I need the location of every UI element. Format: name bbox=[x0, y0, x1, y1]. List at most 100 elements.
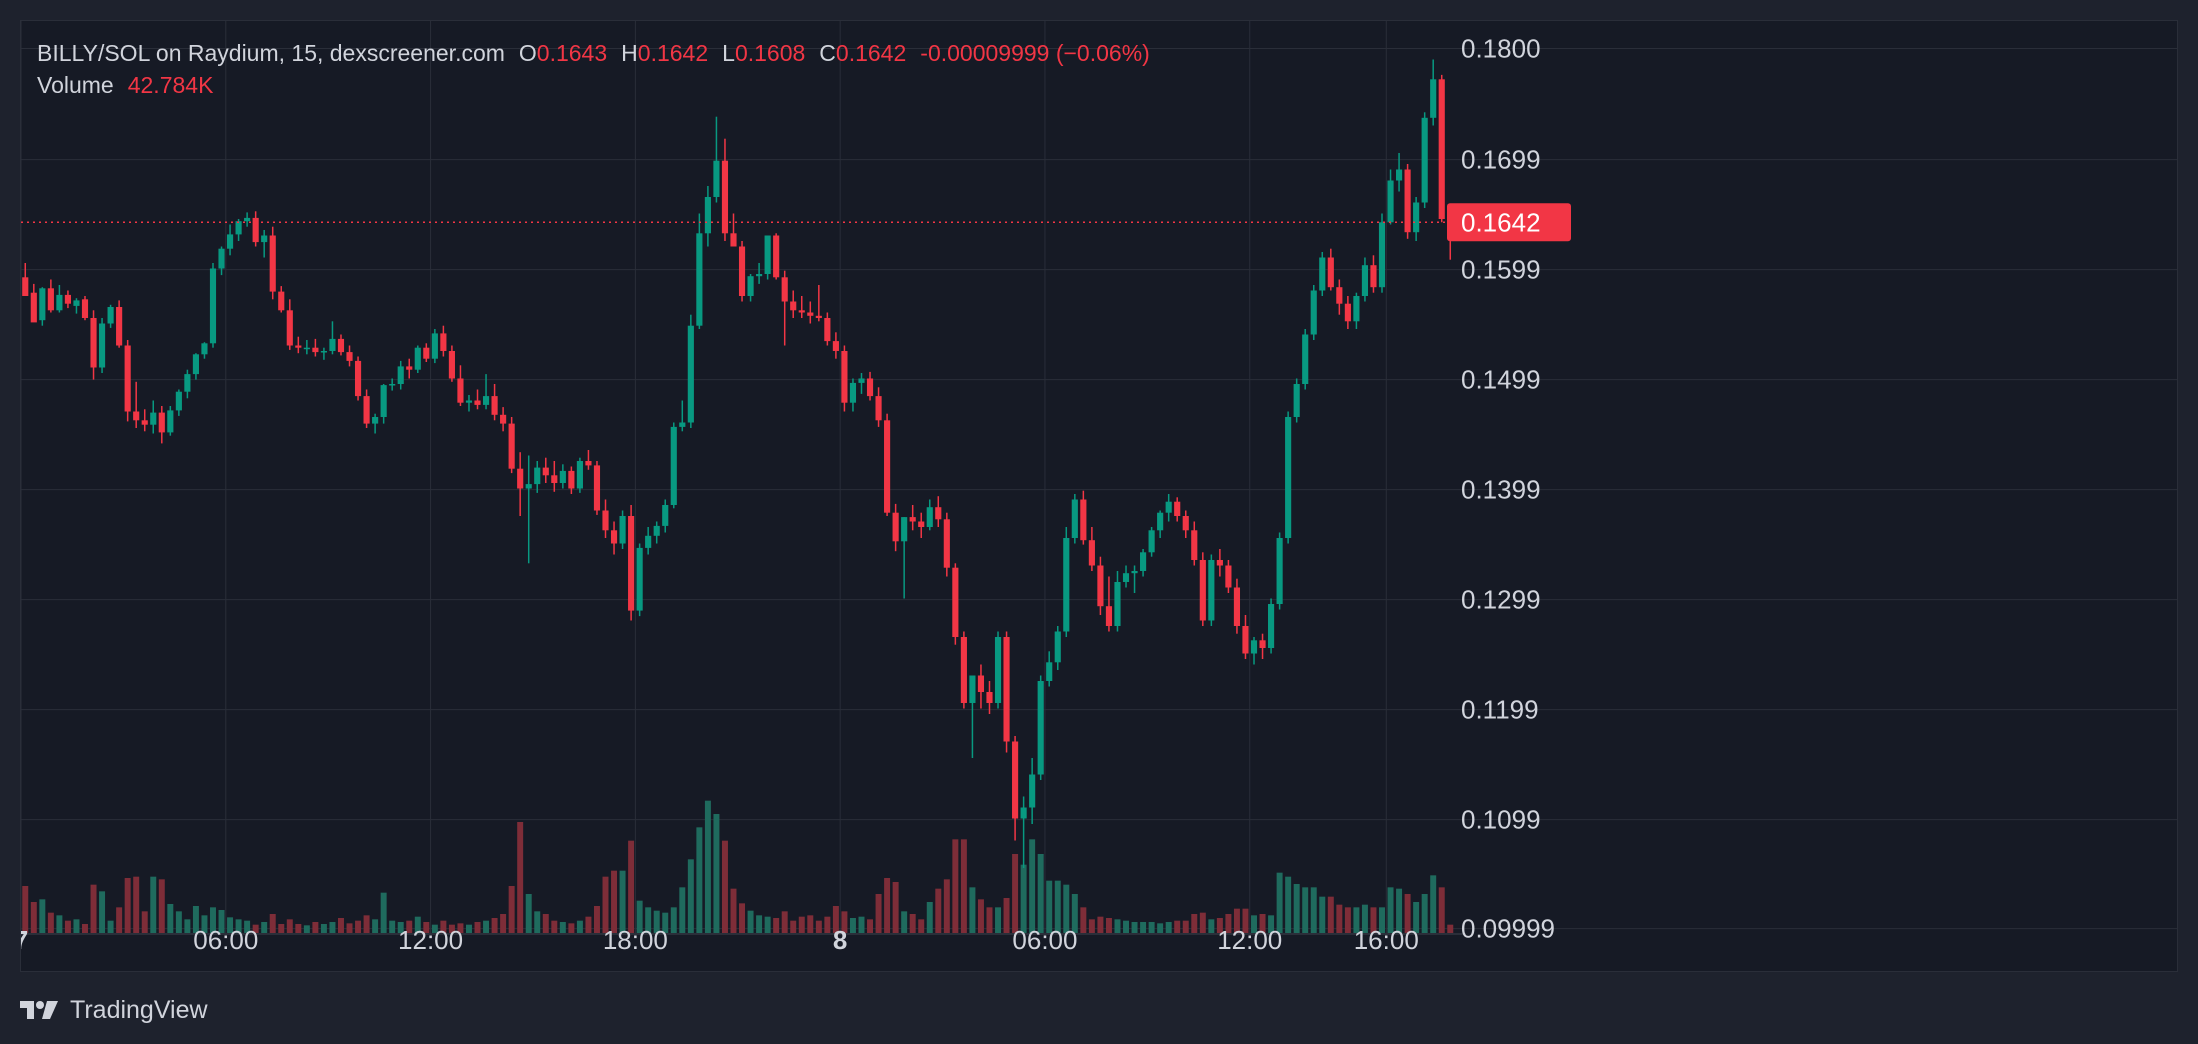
candle-body bbox=[858, 378, 865, 383]
candle bbox=[133, 381, 140, 428]
candle-body bbox=[1208, 560, 1215, 621]
candle-body bbox=[1071, 499, 1078, 538]
candle-body bbox=[1310, 290, 1317, 335]
candle bbox=[909, 505, 916, 531]
volume-bar bbox=[747, 910, 754, 934]
candle-body bbox=[662, 505, 669, 526]
candle-body bbox=[1413, 202, 1420, 233]
candle-body bbox=[440, 333, 447, 351]
candle-body bbox=[1140, 552, 1147, 571]
volume-bar bbox=[431, 924, 438, 934]
candle bbox=[1199, 552, 1206, 626]
candle bbox=[141, 409, 148, 432]
candle bbox=[1336, 279, 1343, 315]
volume-bar bbox=[363, 915, 370, 934]
volume-bar bbox=[781, 911, 788, 934]
candle bbox=[781, 270, 788, 346]
candle-body bbox=[474, 400, 481, 405]
volume-bar bbox=[312, 922, 319, 934]
candle-body bbox=[56, 294, 63, 311]
candle bbox=[278, 286, 285, 313]
candle bbox=[363, 389, 370, 428]
volume-bar bbox=[483, 920, 490, 934]
time-tick-label: 06:00 bbox=[1012, 925, 1077, 955]
candle bbox=[312, 338, 319, 357]
time-axis[interactable]: 7 06:00 12:00 18:00 8 06:00 12:00 16:00 bbox=[21, 925, 1419, 955]
tradingview-logo-icon[interactable] bbox=[20, 999, 60, 1021]
volume-bar bbox=[440, 920, 447, 934]
volume-bar bbox=[696, 827, 703, 934]
candle-body bbox=[866, 378, 874, 397]
candle-body bbox=[1131, 571, 1138, 574]
candle bbox=[969, 675, 976, 758]
candle-body bbox=[508, 423, 515, 469]
volume-bar bbox=[1114, 919, 1121, 934]
candle bbox=[679, 400, 686, 432]
volume-bar bbox=[346, 923, 353, 934]
candle bbox=[773, 233, 780, 280]
candle-body bbox=[1054, 631, 1061, 663]
volume-bar bbox=[1353, 907, 1360, 934]
tradingview-brand[interactable]: TradingView bbox=[70, 995, 208, 1024]
candle bbox=[73, 298, 80, 314]
candle bbox=[22, 263, 29, 296]
volume-bar bbox=[1302, 887, 1309, 934]
volume-bar bbox=[141, 911, 148, 934]
volume-bar bbox=[1071, 894, 1078, 934]
volume-bar bbox=[457, 923, 464, 934]
volume-bar bbox=[875, 894, 882, 934]
price-tick-label: 0.09999 bbox=[1461, 914, 1555, 944]
volume-bars bbox=[22, 800, 1454, 934]
candle bbox=[1250, 637, 1258, 665]
candle bbox=[636, 543, 643, 617]
candle-body bbox=[337, 338, 345, 353]
volume-bar bbox=[1251, 915, 1257, 934]
candle bbox=[901, 517, 908, 599]
volume-bar bbox=[960, 839, 967, 934]
volume-bar bbox=[1421, 894, 1428, 934]
candle bbox=[1046, 651, 1053, 687]
candle bbox=[1216, 549, 1223, 577]
volume-bar bbox=[1174, 920, 1181, 934]
last-price-label: 0.1642 bbox=[1461, 207, 1541, 237]
candle bbox=[397, 360, 404, 390]
candle-body bbox=[1148, 530, 1155, 553]
volume-bar bbox=[355, 920, 362, 934]
candle-body bbox=[781, 277, 788, 302]
candle-body bbox=[721, 160, 729, 234]
candle bbox=[585, 450, 592, 470]
volume-bar bbox=[210, 907, 216, 934]
volume-bar bbox=[1327, 896, 1334, 934]
candle bbox=[500, 407, 507, 432]
candle bbox=[482, 374, 490, 410]
candle-body bbox=[312, 347, 319, 353]
volume-bar bbox=[30, 902, 37, 934]
volume-bar bbox=[1037, 854, 1044, 934]
candle bbox=[1302, 329, 1309, 390]
candle-body bbox=[960, 637, 967, 703]
candle-body bbox=[884, 420, 891, 513]
candle-body bbox=[1122, 573, 1130, 582]
candle bbox=[440, 325, 447, 357]
candle bbox=[1268, 598, 1275, 654]
candle bbox=[1353, 292, 1360, 329]
price-chart[interactable]: 0.1800 0.1699 0.1599 0.1499 0.1399 0.1299 0.11… bbox=[21, 21, 2177, 971]
candle bbox=[1037, 675, 1044, 780]
volume-bar bbox=[1131, 922, 1138, 934]
chart-pane[interactable]: 0.1800 0.1699 0.1599 0.1499 0.1399 0.1299 0.11… bbox=[20, 20, 2178, 972]
candle bbox=[721, 138, 729, 241]
volume-bar bbox=[935, 888, 942, 934]
price-axis[interactable]: 0.1800 0.1699 0.1599 0.1499 0.1399 0.1299 0.11… bbox=[1461, 34, 1555, 944]
candle-body bbox=[73, 300, 80, 306]
candle bbox=[491, 384, 498, 421]
candle bbox=[1285, 411, 1292, 544]
candle bbox=[1003, 631, 1010, 753]
volume-bar bbox=[244, 920, 251, 934]
volume-bar bbox=[235, 919, 242, 934]
candle-body bbox=[704, 197, 711, 234]
candle bbox=[1327, 248, 1334, 291]
candle-body bbox=[1233, 587, 1241, 626]
volume-bar bbox=[1438, 887, 1445, 934]
volume-bar bbox=[926, 902, 933, 934]
volume-bar bbox=[1020, 864, 1027, 934]
